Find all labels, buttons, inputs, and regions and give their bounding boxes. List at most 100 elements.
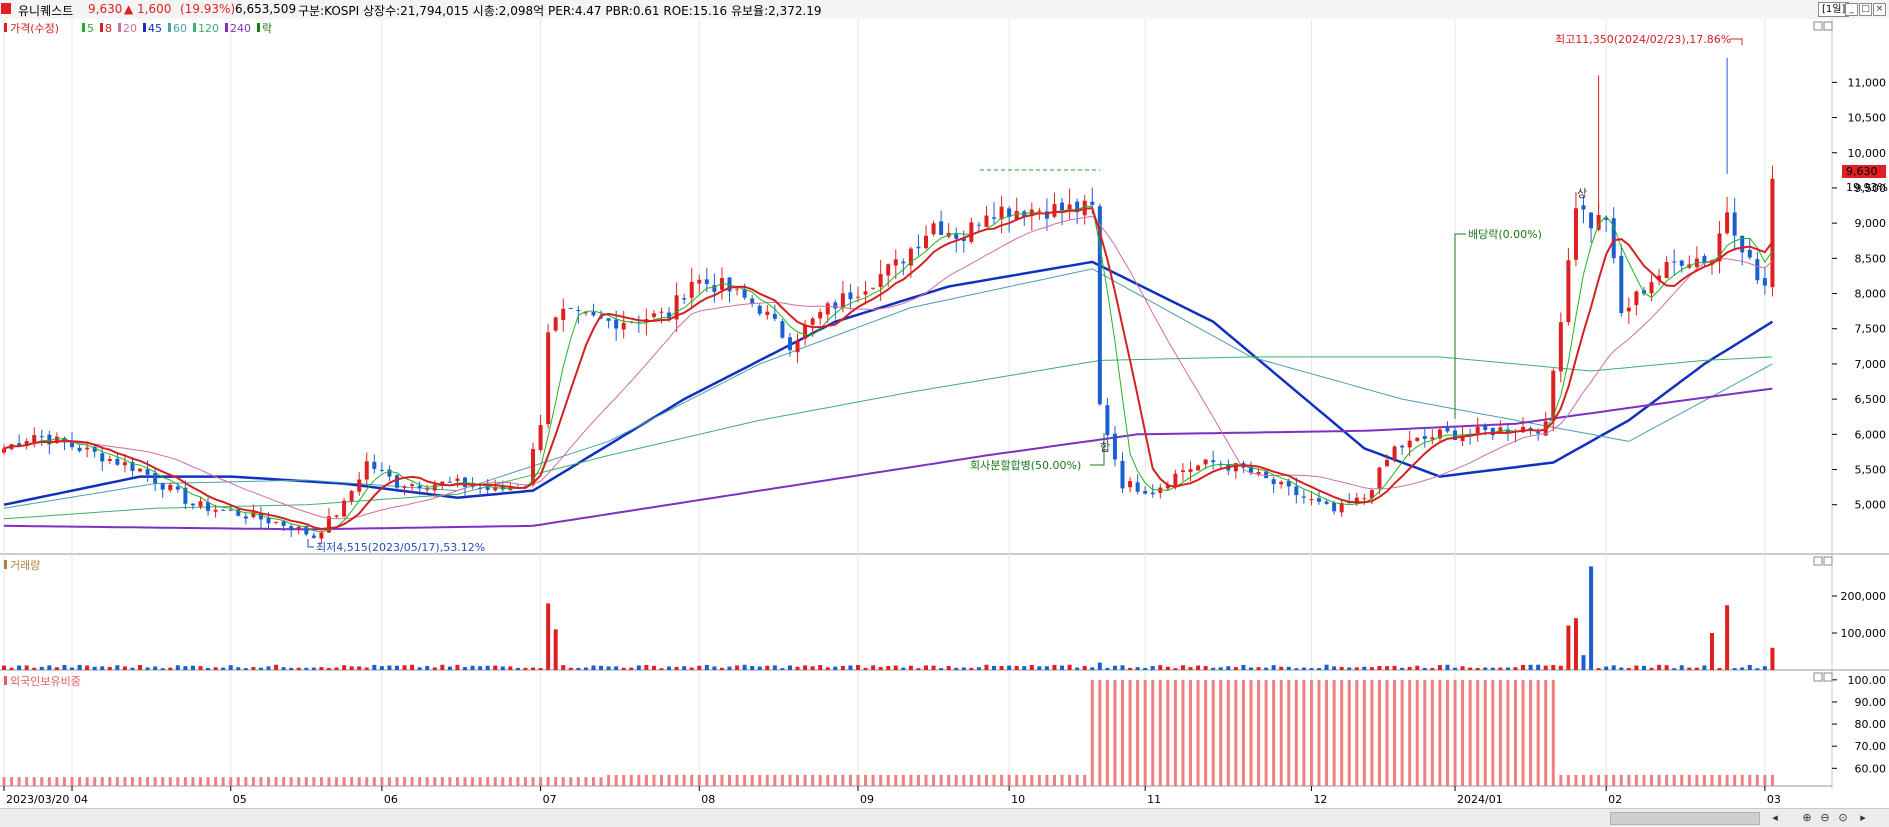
candle-body	[606, 318, 611, 321]
foreign-ratio-bar	[85, 777, 89, 786]
split-pointer	[1090, 433, 1105, 466]
candle-body	[500, 485, 505, 490]
legend-ma-20[interactable]: 20	[123, 22, 137, 35]
legend-ma-120[interactable]: 120	[198, 22, 219, 35]
legend-ma-240[interactable]: 240	[230, 22, 251, 35]
zoom-out-icon[interactable]: ⊖	[1820, 811, 1830, 824]
candle-body	[939, 221, 944, 235]
foreign-ratio-bar	[969, 774, 973, 786]
legend-ma-swatch	[193, 23, 196, 32]
volume-bar	[281, 667, 286, 670]
candle-body	[1755, 259, 1760, 281]
foreign-ratio-bar	[909, 774, 913, 786]
foreign-ratio-bar	[130, 777, 134, 786]
foreign-ratio-bar	[440, 777, 444, 786]
stock-name[interactable]: 유니퀘스트	[18, 4, 74, 18]
price-panel-buttons[interactable]	[1813, 21, 1833, 31]
volume-bar	[1264, 667, 1269, 670]
foreign-panel-buttons[interactable]	[1813, 672, 1833, 682]
volume-bar	[372, 664, 377, 670]
candle-body	[1657, 275, 1662, 280]
foreign-panel-title[interactable]: 외국인보유비중	[10, 675, 81, 688]
current-price-badge-text: 9,630	[1846, 165, 1878, 178]
zoom-in-icon[interactable]: ⊕	[1802, 811, 1812, 824]
volume-bar	[1694, 667, 1699, 670]
volume-bar	[1022, 666, 1027, 670]
legend-ma-5[interactable]: 5	[87, 22, 94, 35]
foreign-ratio-bar	[697, 774, 701, 786]
price-tick-label: 8,500	[1855, 252, 1887, 265]
foreign-ratio-bar	[100, 777, 104, 786]
foreign-ratio-bar	[1438, 679, 1442, 786]
foreign-ratio-bar	[1498, 679, 1502, 786]
candle-body	[1060, 202, 1065, 211]
candle-body	[712, 285, 717, 292]
legend-ma-45[interactable]: 45	[148, 22, 162, 35]
candle-body	[1460, 435, 1465, 442]
foreign-ratio-bar	[221, 777, 225, 786]
price-change-pct: (19.93%)	[180, 2, 236, 16]
foreign-ratio-bar	[1665, 774, 1669, 786]
scroll-left-icon[interactable]: ◂	[1772, 811, 1778, 824]
legend-event[interactable]: 락	[262, 22, 272, 35]
candle-body	[1483, 425, 1488, 430]
volume-bar	[795, 666, 800, 670]
volume-bar	[508, 666, 513, 670]
candle-body	[1649, 282, 1654, 294]
candle-body	[1180, 470, 1185, 472]
minimize-icon[interactable]: _	[1845, 3, 1858, 16]
legend-ma-60[interactable]: 60	[173, 22, 187, 35]
foreign-ratio-bar	[864, 774, 868, 786]
volume-bar	[228, 665, 233, 670]
volume-bar	[583, 667, 588, 670]
candle-body	[954, 234, 959, 239]
foreign-ratio-bar	[1544, 679, 1548, 786]
volume-bar	[750, 666, 755, 670]
volume-bar	[1641, 665, 1646, 670]
volume-bar	[969, 667, 974, 670]
volume-panel-buttons[interactable]	[1813, 556, 1833, 566]
foreign-ratio-bar	[1763, 774, 1767, 786]
foreign-ratio-bar	[1430, 679, 1434, 786]
volume-bar	[765, 665, 770, 670]
candle-body	[682, 298, 687, 300]
volume-bar	[1392, 665, 1397, 670]
candle-body	[1732, 212, 1737, 236]
candle-body	[1301, 496, 1306, 498]
volume-bar	[1279, 666, 1284, 670]
candle-body	[243, 516, 248, 519]
close-icon[interactable]: ×	[1873, 3, 1886, 16]
volume-panel-title[interactable]: 거래량	[10, 559, 40, 572]
scroll-right-icon[interactable]: ▸	[1860, 811, 1866, 824]
volume-bar	[1377, 665, 1382, 670]
foreign-ratio-bar	[1000, 774, 1004, 786]
candle-body	[1573, 208, 1578, 260]
legend-ma-swatch	[100, 23, 103, 32]
volume-bar	[1581, 655, 1586, 670]
candle-body	[402, 486, 407, 488]
foreign-ratio-bar	[168, 777, 172, 786]
legend-price[interactable]: 가격(수정)	[10, 22, 59, 35]
restore-icon[interactable]: □	[1859, 3, 1872, 16]
foreign-ratio-bar	[1158, 679, 1162, 786]
volume-bar	[326, 668, 331, 670]
volume-bar	[417, 667, 422, 670]
foreign-ratio-bar	[576, 777, 580, 786]
volume-bar	[553, 629, 558, 670]
horizontal-scrollbar[interactable]: ◂ ⊕ ⊖ ⊙ ▸	[0, 808, 1889, 827]
legend-ma-8[interactable]: 8	[105, 22, 112, 35]
candle-body	[319, 532, 324, 539]
volume-bar	[1664, 665, 1669, 670]
candle-body	[1679, 260, 1684, 266]
volume-bar	[1566, 625, 1571, 670]
zoom-reset-icon[interactable]: ⊙	[1838, 811, 1848, 824]
foreign-ratio-bar	[1166, 679, 1170, 786]
scroll-thumb[interactable]	[1610, 812, 1760, 825]
foreign-ratio-bar	[1347, 679, 1351, 786]
volume-bar	[818, 665, 823, 670]
ma-20-line	[3, 215, 1773, 520]
stock-marker-icon	[1, 3, 11, 14]
foreign-ratio-bar	[17, 777, 21, 786]
candle-body	[1143, 491, 1148, 494]
foreign-ratio-bar	[138, 777, 142, 786]
